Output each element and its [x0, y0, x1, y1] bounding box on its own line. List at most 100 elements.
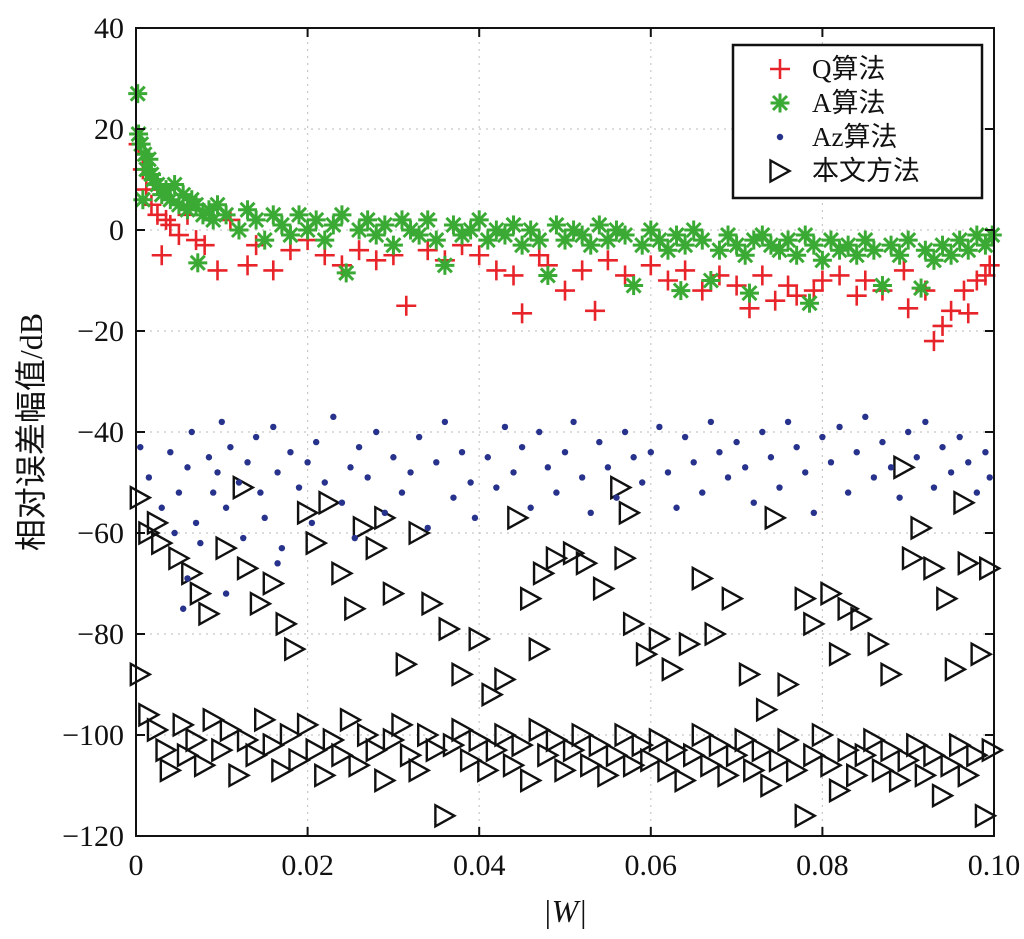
triangle-right-point [893, 454, 916, 480]
triangle-right-point [717, 762, 741, 788]
triangle-right-point [382, 581, 406, 607]
triangle-right-point [494, 722, 517, 748]
asterisk-point [409, 225, 429, 245]
triangle-right-point [708, 732, 732, 758]
plus-point [941, 300, 962, 321]
triangle-right-point [185, 727, 209, 753]
asterisk-point [821, 230, 841, 250]
triangle-right-point [923, 555, 946, 581]
triangle-right-point [459, 747, 483, 773]
asterisk-point [177, 200, 197, 220]
triangle-right-point [837, 596, 861, 622]
triangle-right-point [970, 641, 994, 667]
dot-point [741, 464, 749, 471]
triangle-right-point [519, 767, 543, 793]
dot-point [338, 499, 346, 506]
dot-point [810, 509, 818, 516]
dot-point [184, 464, 191, 471]
triangle-right-point [468, 727, 492, 753]
triangle-right-point [910, 515, 934, 541]
asterisk-point [632, 235, 652, 255]
plus-point [168, 225, 189, 246]
triangle-right-point [348, 752, 372, 778]
plus-point [186, 230, 207, 251]
plus-point [709, 265, 730, 286]
triangle-right-point [828, 778, 852, 804]
triangle-right-point [129, 661, 153, 687]
plus-point [469, 245, 490, 266]
dot-point [261, 514, 268, 522]
dot-point [415, 433, 423, 441]
triangle-right-point [674, 767, 698, 793]
asterisk-point [812, 250, 832, 270]
triangle-right-point [914, 762, 938, 788]
dot-point [699, 489, 706, 496]
triangle-right-point [640, 747, 663, 773]
asterisk-point [701, 271, 721, 290]
dot-point [896, 494, 903, 501]
dot-point [905, 428, 912, 436]
triangle-right-point [519, 586, 543, 612]
asterisk-point [504, 215, 524, 235]
y-tick-label: −60 [77, 517, 124, 550]
triangle-right-point [365, 535, 389, 561]
asterisk-point [658, 240, 678, 260]
dot-point [227, 443, 234, 451]
triangle-right-point [172, 712, 196, 738]
triangle-right-point [700, 752, 723, 778]
triangle-right-point [271, 757, 294, 783]
x-tick-label: 0.10 [968, 849, 1021, 882]
triangle-right-point [648, 626, 672, 652]
triangle-right-point [880, 661, 904, 687]
dot-point [724, 474, 732, 481]
asterisk-point [778, 230, 798, 250]
triangle-right-point [588, 732, 612, 758]
asterisk-point [375, 215, 395, 235]
triangle-right-point [931, 783, 955, 809]
y-tick-labels: 40 20 0 −20 −40 −60 −80 −100 −120 [62, 12, 124, 853]
asterisk-point [139, 149, 159, 169]
triangle-right-point [683, 742, 706, 768]
dot-point [205, 454, 213, 461]
dot-point [252, 433, 260, 441]
triangle-right-point [610, 475, 633, 501]
asterisk-point [255, 230, 275, 250]
x-tick-label: 0.04 [453, 849, 506, 882]
dot-point [304, 459, 311, 466]
triangle-right-point [785, 757, 809, 783]
dot-point [518, 443, 526, 451]
dot-point [922, 418, 929, 426]
plus-point [597, 250, 618, 271]
plus-point [246, 235, 267, 256]
triangle-right-point [305, 530, 329, 556]
legend-label: 本文方法 [812, 156, 920, 186]
triangle-right-point [820, 581, 843, 607]
triangle-right-point [691, 722, 715, 748]
dot-point [621, 428, 629, 436]
dot-point [390, 454, 397, 461]
asterisk-point [624, 276, 644, 296]
triangle-right-point [648, 727, 672, 753]
dot-point [759, 428, 766, 436]
dot-point [471, 514, 479, 522]
dot-point [793, 443, 800, 451]
triangle-right-point [314, 762, 337, 788]
triangle-right-point [678, 631, 702, 657]
triangle-right-point [232, 475, 256, 501]
asterisk-point [336, 263, 356, 283]
plus-point [207, 260, 228, 281]
triangle-right-point [906, 732, 929, 758]
dot-point [776, 484, 783, 491]
asterisk-point [426, 230, 446, 250]
triangle-right-point [236, 555, 260, 581]
dot-point [493, 484, 500, 491]
plus-point [855, 270, 876, 291]
plus-point [572, 260, 593, 281]
dot-point [184, 575, 191, 582]
series-asterisk [128, 84, 1002, 313]
x-tick-label: 0 [129, 849, 144, 882]
y-tick-label: −100 [62, 719, 124, 752]
triangle-right-point [279, 722, 303, 748]
dot-point [853, 449, 860, 456]
